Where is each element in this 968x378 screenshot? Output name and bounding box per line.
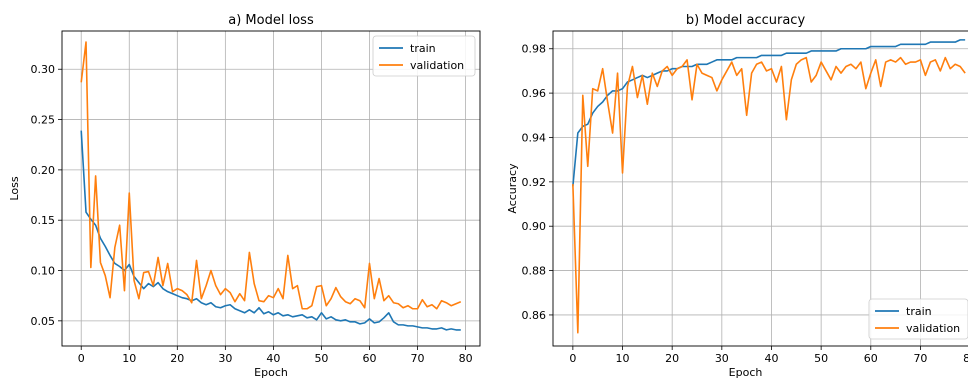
x-tick-label: 10: [122, 352, 136, 365]
y-tick-label: 0.86: [522, 309, 547, 322]
x-axis-label: Epoch: [254, 366, 288, 378]
y-tick-label: 0.90: [522, 220, 547, 233]
y-tick-label: 0.98: [522, 43, 547, 56]
legend-box: [868, 298, 968, 340]
x-tick-label: 70: [913, 352, 927, 365]
series-line-train: [80, 130, 461, 331]
series-line-validation: [80, 41, 462, 310]
x-tick-label: 60: [864, 352, 878, 365]
loss-chart: 0 10 20 30 40 50 60 70 80 0.05 0.10 0.15 0.20 0.25 0.3…: [8, 13, 481, 378]
y-tick-label: 0.30: [31, 63, 56, 76]
y-axis-label: Loss: [8, 176, 21, 200]
x-tick-label: 0: [569, 352, 576, 365]
x-tick-label: 40: [764, 352, 778, 365]
chart-title: b) Model accuracy: [686, 13, 806, 28]
accuracy-chart: 0 10 20 30 40 50 60 70 80 0.86 0.88 0.90 0.92 0.94 0.9…: [506, 13, 968, 378]
x-tick-label: 0: [78, 352, 85, 365]
x-tick-label: 70: [411, 352, 425, 365]
x-axis-label: Epoch: [729, 366, 763, 378]
y-tick-label: 0.88: [522, 265, 547, 278]
x-tick-label: 80: [963, 352, 968, 365]
y-tick-label: 0.15: [31, 214, 56, 227]
x-tick-label: 40: [266, 352, 280, 365]
legend-label-validation: validation: [410, 59, 464, 72]
x-tick-label: 20: [665, 352, 679, 365]
chart-title: a) Model loss: [228, 13, 314, 28]
legend-label-train: train: [410, 42, 436, 55]
y-tick-label: 0.10: [31, 265, 56, 278]
series-line-train: [572, 39, 966, 187]
x-tick-label: 30: [715, 352, 729, 365]
x-tick-label: 10: [616, 352, 630, 365]
y-tick-label: 0.25: [31, 114, 56, 127]
x-tick-label: 30: [218, 352, 232, 365]
legend-box: [372, 35, 476, 77]
y-tick-label: 0.94: [522, 131, 547, 144]
x-tick-label: 60: [362, 352, 376, 365]
x-tick-label: 20: [170, 352, 184, 365]
series-line-validation: [572, 56, 966, 334]
y-tick-label: 0.05: [31, 315, 56, 328]
y-tick-label: 0.96: [522, 87, 547, 100]
plot-frame: [61, 30, 481, 347]
y-tick-label: 0.92: [522, 176, 547, 189]
legend-label-validation: validation: [906, 322, 960, 335]
legend-label-train: train: [906, 305, 932, 318]
x-tick-label: 50: [814, 352, 828, 365]
x-tick-label: 50: [314, 352, 328, 365]
x-tick-label: 80: [459, 352, 473, 365]
y-axis-label: Accuracy: [506, 163, 519, 214]
y-tick-label: 0.20: [31, 164, 56, 177]
plot-frame: [552, 30, 968, 347]
